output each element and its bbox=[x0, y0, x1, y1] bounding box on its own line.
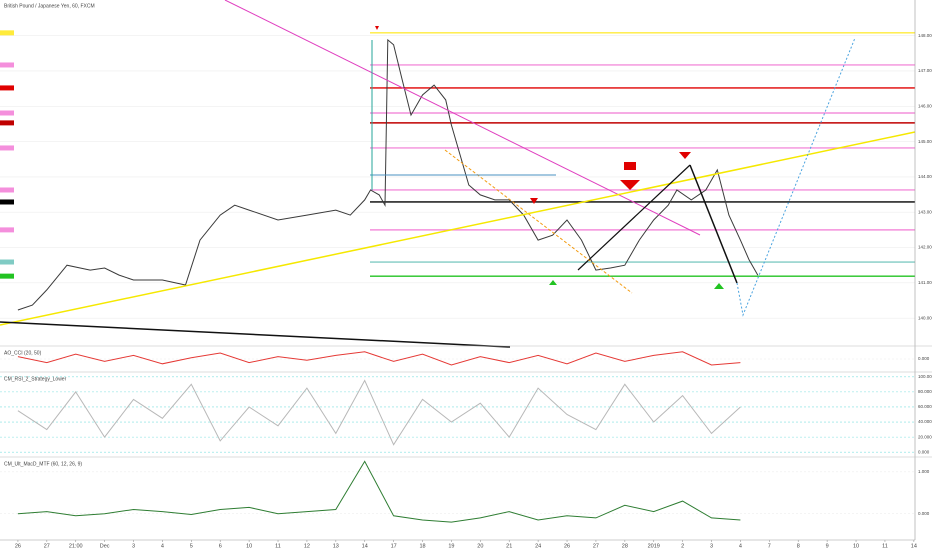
y-tick-label: 40.000 bbox=[918, 419, 932, 424]
level-tag bbox=[0, 145, 14, 151]
forecast-path bbox=[736, 37, 856, 317]
y-tick-label: 0.000 bbox=[918, 449, 930, 454]
pane-title: CM_RSI_2_Strategy_Lower bbox=[4, 376, 67, 382]
y-tick-label: 147.000 bbox=[918, 68, 932, 73]
trend-line bbox=[0, 131, 916, 326]
level-tag bbox=[0, 227, 14, 233]
level-tag bbox=[0, 273, 14, 279]
level-tag bbox=[0, 62, 14, 68]
x-tick-label: 14 bbox=[362, 543, 368, 549]
x-tick-label: 5 bbox=[190, 543, 193, 549]
x-tick-label: 27 bbox=[44, 543, 50, 549]
pane-title: British Pound / Japanese Yen, 60, FXCM bbox=[4, 3, 95, 9]
x-tick-label: 11 bbox=[882, 543, 888, 549]
x-tick-label: 10 bbox=[246, 543, 252, 549]
x-tick-label: 11 bbox=[275, 543, 281, 549]
plot-layer bbox=[0, 32, 915, 523]
pane-title: CM_Ult_MacD_MTF (60, 12, 26, 9) bbox=[4, 461, 82, 467]
level-tag bbox=[0, 85, 14, 91]
x-tick-label: 17 bbox=[391, 543, 397, 549]
y-tick-label: 146.000 bbox=[918, 103, 932, 108]
y-tick-label: 60.000 bbox=[918, 404, 932, 409]
drawings bbox=[0, 0, 916, 348]
y-tick-label: 80.000 bbox=[918, 389, 932, 394]
trend-line bbox=[224, 0, 701, 236]
x-tick-label: 19 bbox=[448, 543, 454, 549]
y-tick-label: 100.000 bbox=[918, 374, 932, 379]
level-tag bbox=[0, 259, 14, 265]
down-arrow bbox=[530, 198, 538, 204]
x-tick-label: 2 bbox=[681, 543, 684, 549]
y-tick-label: 0.000 bbox=[918, 511, 930, 516]
down-arrow bbox=[620, 162, 640, 190]
x-tick-label: 18 bbox=[419, 543, 425, 549]
trend-line bbox=[444, 149, 633, 294]
trend-line bbox=[0, 321, 511, 348]
down-arrow bbox=[679, 152, 691, 159]
x-tick-label: 28 bbox=[622, 543, 628, 549]
x-tick-label: 3 bbox=[710, 543, 713, 549]
price-axis bbox=[915, 0, 932, 550]
x-tick-label: 21:00 bbox=[69, 543, 83, 549]
y-tick-label: 145.000 bbox=[918, 139, 932, 144]
level-tag bbox=[0, 30, 14, 36]
level-tag bbox=[0, 199, 14, 205]
y-tick-label: 142.000 bbox=[918, 245, 932, 250]
x-tick-label: 13 bbox=[333, 543, 339, 549]
x-tick-label: 3 bbox=[132, 543, 135, 549]
y-tick-label: 0.000 bbox=[918, 356, 930, 361]
x-tick-label: 20 bbox=[477, 543, 483, 549]
x-tick-label: 14 bbox=[911, 543, 917, 549]
level-tag bbox=[0, 110, 14, 116]
price-line bbox=[17, 460, 741, 523]
x-tick-label: 4 bbox=[161, 543, 164, 549]
x-tick-label: 8 bbox=[797, 543, 800, 549]
x-tick-label: 21 bbox=[506, 543, 512, 549]
y-tick-label: 143.000 bbox=[918, 209, 932, 214]
price-line bbox=[17, 379, 741, 446]
x-tick-label: 7 bbox=[768, 543, 771, 549]
trend-line bbox=[689, 164, 738, 284]
x-tick-label: Dec bbox=[100, 543, 110, 549]
x-tick-label: 24 bbox=[535, 543, 541, 549]
x-tick-label: 6 bbox=[219, 543, 222, 549]
price-line bbox=[17, 351, 741, 366]
y-tick-label: 1.000 bbox=[918, 469, 930, 474]
x-tick-label: 26 bbox=[15, 543, 21, 549]
down-arrow bbox=[375, 26, 379, 30]
level-tag bbox=[0, 187, 14, 193]
x-tick-label: 10 bbox=[853, 543, 859, 549]
x-tick-label: 12 bbox=[304, 543, 310, 549]
level-tag bbox=[0, 120, 14, 126]
y-tick-label: 140.000 bbox=[918, 315, 932, 320]
up-arrow bbox=[714, 283, 724, 289]
y-tick-label: 20.000 bbox=[918, 434, 932, 439]
trend-line bbox=[577, 164, 691, 271]
x-tick-label: 27 bbox=[593, 543, 599, 549]
price-line bbox=[17, 38, 759, 311]
y-tick-label: 141.000 bbox=[918, 280, 932, 285]
x-tick-label: 26 bbox=[564, 543, 570, 549]
y-tick-label: 144.000 bbox=[918, 174, 932, 179]
x-tick-label: 2019 bbox=[648, 543, 660, 549]
pane-title: AO_CCI (20, 50) bbox=[4, 350, 42, 356]
y-tick-label: 148.000 bbox=[918, 33, 932, 38]
x-tick-label: 4 bbox=[739, 543, 742, 549]
up-arrow bbox=[549, 280, 557, 285]
x-tick-label: 9 bbox=[826, 543, 829, 549]
